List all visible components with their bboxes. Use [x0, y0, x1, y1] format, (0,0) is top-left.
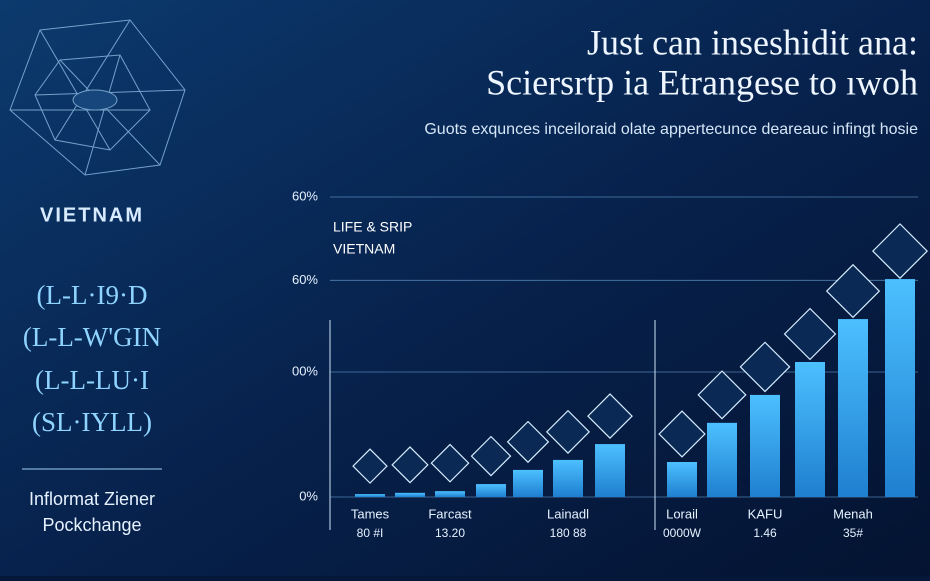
icon [587, 393, 633, 439]
x-tick-label: KAFU [748, 506, 783, 521]
x-tick-label: Tames [351, 506, 390, 521]
y-tick-label: 00% [292, 363, 318, 378]
bar [395, 492, 425, 497]
x-tick-sublabel: 0000W [663, 526, 702, 540]
inset-label: VIETNAM [333, 241, 395, 257]
side-glyph: (L-L-LU·I [35, 365, 149, 395]
bar [476, 484, 506, 497]
icon [871, 223, 929, 280]
y-tick-label: 60% [292, 188, 318, 203]
bar [435, 491, 465, 497]
bar [513, 469, 543, 497]
icon [506, 420, 550, 464]
icon [430, 443, 470, 483]
chart-title: Just can inseshidit ana: [587, 22, 918, 62]
x-tick-sublabel: 1.46 [753, 526, 777, 540]
bar [838, 319, 868, 497]
bar [750, 394, 780, 497]
side-glyph: (L-L·I9·D [37, 280, 148, 310]
bar [795, 362, 825, 497]
side-glyph: (SL·IYLL) [32, 407, 152, 437]
x-tick-sublabel: 35# [843, 526, 863, 540]
icon [783, 307, 837, 361]
network-graphic [9, 19, 186, 176]
inset-label: LIFE & SRIP [333, 219, 412, 235]
icon [697, 370, 747, 420]
x-tick-sublabel: 80 #I [357, 526, 384, 540]
chart-title: Sciersrtp ia Etrangese to ıwoh [486, 62, 918, 102]
icon [352, 448, 388, 484]
side-footer: Pockchange [42, 515, 141, 535]
icon [545, 409, 591, 454]
icon [825, 263, 881, 319]
side-heading: VIETNAM [40, 204, 144, 226]
bar [553, 459, 583, 497]
icon [658, 410, 706, 458]
x-tick-label: Lainadl [547, 506, 589, 521]
icon [470, 435, 512, 477]
bar [595, 444, 625, 497]
y-tick-label: 0% [299, 488, 318, 503]
bar [885, 279, 915, 497]
x-tick-label: Menah [833, 506, 873, 521]
side-glyph: (L-L-W'GIN [23, 322, 161, 352]
side-footer: Inflormat Ziener [29, 489, 155, 509]
x-tick-label: Farcast [428, 506, 472, 521]
icon [391, 446, 429, 484]
icon [739, 341, 791, 393]
x-tick-label: Lorail [666, 506, 698, 521]
chart-subtitle: Guots exqunces inceiloraid olate apperte… [424, 121, 918, 138]
bar [707, 422, 737, 497]
x-tick-sublabel: 180 88 [550, 526, 587, 540]
y-tick-label: 60% [292, 272, 318, 287]
bar [667, 462, 697, 497]
x-tick-sublabel: 13.20 [435, 526, 465, 540]
bar [355, 494, 385, 497]
